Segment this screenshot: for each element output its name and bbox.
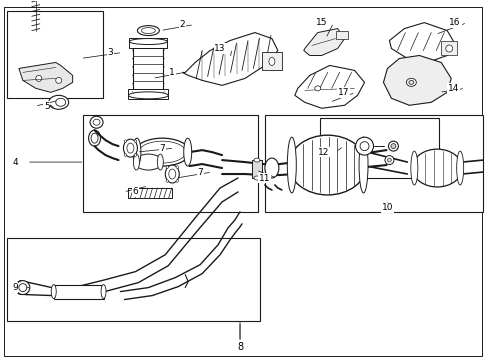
Text: 8: 8 (237, 342, 243, 352)
Ellipse shape (390, 144, 395, 149)
Ellipse shape (56, 98, 65, 106)
Bar (7, 11, 102, 98)
Ellipse shape (264, 158, 278, 178)
Ellipse shape (93, 119, 100, 125)
Ellipse shape (36, 75, 41, 81)
Text: 16: 16 (448, 18, 460, 27)
Text: 17: 17 (337, 88, 348, 97)
Ellipse shape (386, 158, 390, 162)
Bar (319, 118, 438, 178)
Ellipse shape (456, 151, 463, 185)
Ellipse shape (338, 90, 344, 95)
Ellipse shape (157, 154, 163, 170)
Ellipse shape (141, 28, 155, 33)
Text: 12: 12 (317, 148, 329, 157)
Ellipse shape (268, 58, 274, 66)
Bar (262, 53, 281, 71)
Ellipse shape (90, 116, 103, 128)
Ellipse shape (133, 138, 141, 166)
Ellipse shape (411, 149, 461, 187)
Text: 3: 3 (107, 48, 113, 57)
Ellipse shape (176, 180, 178, 182)
Ellipse shape (253, 158, 260, 162)
Ellipse shape (127, 143, 134, 153)
Ellipse shape (16, 280, 26, 294)
Ellipse shape (137, 26, 159, 36)
Text: 7: 7 (197, 167, 203, 176)
Ellipse shape (355, 137, 373, 155)
Ellipse shape (49, 95, 68, 109)
Ellipse shape (165, 165, 179, 183)
Ellipse shape (124, 154, 126, 156)
Ellipse shape (314, 86, 320, 91)
Ellipse shape (56, 77, 61, 84)
Ellipse shape (408, 80, 413, 84)
Bar (82, 115, 258, 212)
Text: 11: 11 (259, 174, 270, 183)
Text: 10: 10 (381, 203, 392, 212)
Bar (128, 89, 168, 99)
Bar (335, 31, 347, 39)
Ellipse shape (358, 137, 367, 193)
Text: 13: 13 (214, 44, 225, 53)
Ellipse shape (16, 280, 30, 294)
Bar (440, 41, 456, 55)
Ellipse shape (166, 166, 168, 168)
Ellipse shape (51, 285, 56, 298)
Ellipse shape (88, 130, 101, 146)
Bar (129, 37, 167, 48)
Text: 6: 6 (132, 188, 138, 197)
Ellipse shape (445, 45, 452, 52)
Ellipse shape (101, 285, 106, 298)
Text: 8: 8 (237, 341, 243, 350)
Bar (251, 160, 262, 178)
Ellipse shape (91, 133, 98, 143)
Text: 2: 2 (179, 20, 184, 29)
Polygon shape (294, 66, 364, 108)
Polygon shape (182, 32, 277, 85)
Ellipse shape (168, 169, 175, 179)
Bar (264, 115, 482, 212)
Bar (7, 238, 260, 321)
Bar (128, 188, 172, 198)
Text: 1: 1 (169, 68, 175, 77)
Ellipse shape (387, 141, 398, 151)
Bar (54, 285, 103, 298)
Ellipse shape (287, 137, 296, 193)
Ellipse shape (134, 154, 136, 156)
Ellipse shape (176, 166, 178, 168)
Ellipse shape (134, 140, 136, 143)
Ellipse shape (19, 284, 27, 292)
Ellipse shape (135, 138, 189, 166)
Polygon shape (19, 62, 73, 92)
Text: 4: 4 (12, 158, 18, 167)
Text: 14: 14 (447, 84, 458, 93)
Bar (133, 44, 163, 93)
Ellipse shape (406, 78, 415, 86)
Ellipse shape (124, 140, 126, 143)
Ellipse shape (384, 156, 393, 165)
Ellipse shape (410, 151, 417, 185)
Polygon shape (388, 23, 453, 62)
Polygon shape (303, 28, 344, 55)
Text: 7: 7 (159, 144, 165, 153)
Text: 15: 15 (315, 18, 327, 27)
Polygon shape (383, 55, 450, 105)
Text: 5: 5 (44, 102, 50, 111)
Ellipse shape (288, 135, 366, 195)
Ellipse shape (129, 39, 167, 45)
Ellipse shape (253, 176, 260, 180)
Ellipse shape (134, 154, 162, 170)
Text: 9: 9 (12, 283, 18, 292)
Ellipse shape (166, 180, 168, 182)
Ellipse shape (123, 139, 137, 157)
Ellipse shape (183, 138, 191, 166)
Ellipse shape (133, 154, 139, 170)
Ellipse shape (359, 141, 368, 150)
Ellipse shape (139, 141, 185, 163)
Ellipse shape (128, 92, 168, 99)
